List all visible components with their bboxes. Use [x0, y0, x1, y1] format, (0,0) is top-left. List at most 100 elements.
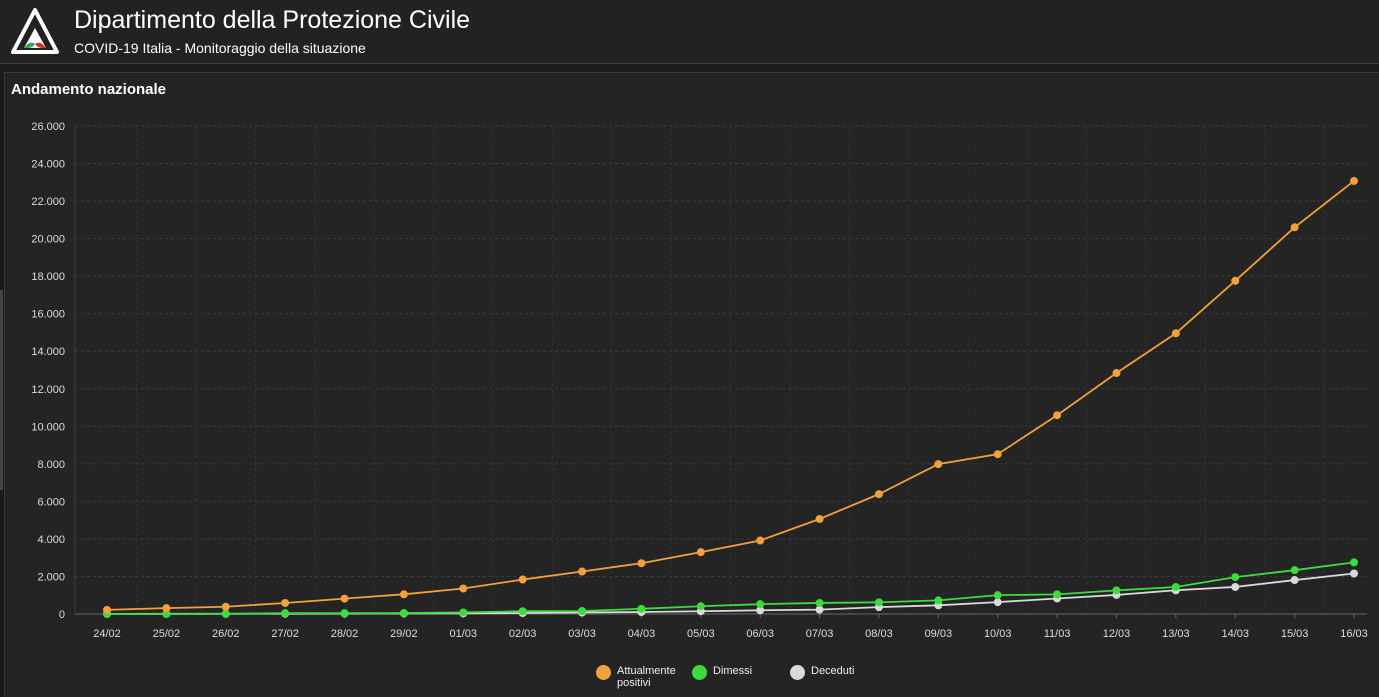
legend-item-attualmente-positivi[interactable]: Attualmente positivi — [596, 665, 683, 689]
data-point-attualmente-positivi[interactable] — [221, 602, 230, 611]
data-point-attualmente-positivi[interactable] — [340, 594, 349, 603]
data-point-attualmente-positivi[interactable] — [993, 450, 1002, 459]
legend-dot-orange — [596, 665, 611, 680]
data-point-dimessi[interactable] — [1231, 573, 1240, 582]
data-point-attualmente-positivi[interactable] — [103, 605, 111, 614]
y-tick-label: 26.000 — [31, 121, 65, 133]
data-point-dimessi[interactable] — [1171, 582, 1180, 591]
data-point-deceduti[interactable] — [993, 598, 1002, 607]
data-point-dimessi[interactable] — [518, 607, 527, 616]
legend-label: Dimessi — [713, 665, 753, 677]
data-point-dimessi[interactable] — [637, 604, 646, 613]
data-point-attualmente-positivi[interactable] — [1112, 369, 1121, 378]
data-point-dimessi[interactable] — [1053, 590, 1062, 599]
x-tick-label: 15/03 — [1281, 628, 1309, 640]
legend-label: Attualmente positivi — [617, 665, 676, 689]
y-tick-label: 8.000 — [37, 459, 65, 471]
data-point-attualmente-positivi[interactable] — [281, 598, 290, 607]
x-tick-label: 04/03 — [628, 628, 656, 640]
data-point-attualmente-positivi[interactable] — [815, 515, 824, 524]
protezione-civile-logo-icon — [11, 8, 59, 54]
x-tick-label: 25/02 — [153, 628, 181, 640]
y-tick-label: 16.000 — [31, 309, 65, 321]
data-point-attualmente-positivi[interactable] — [1350, 176, 1358, 185]
legend-dot-gray — [790, 665, 805, 680]
x-tick-label: 07/03 — [806, 628, 834, 640]
data-point-attualmente-positivi[interactable] — [696, 548, 705, 557]
data-point-deceduti[interactable] — [756, 606, 765, 615]
data-point-attualmente-positivi[interactable] — [934, 460, 943, 469]
legend-item-deceduti[interactable]: Deceduti — [790, 665, 883, 680]
y-tick-label: 18.000 — [31, 271, 65, 283]
x-tick-label: 28/02 — [331, 628, 359, 640]
data-point-attualmente-positivi[interactable] — [874, 490, 883, 499]
data-point-dimessi[interactable] — [281, 609, 290, 618]
data-point-dimessi[interactable] — [340, 609, 349, 618]
data-point-attualmente-positivi[interactable] — [459, 584, 468, 593]
x-tick-label: 24/02 — [93, 628, 121, 640]
x-tick-label: 06/03 — [746, 628, 774, 640]
app-subtitle: COVID-19 Italia - Monitoraggio della sit… — [74, 40, 366, 56]
data-point-dimessi[interactable] — [993, 591, 1002, 600]
data-point-dimessi[interactable] — [874, 598, 883, 607]
data-point-dimessi[interactable] — [1350, 558, 1358, 567]
y-tick-label: 22.000 — [31, 196, 65, 208]
data-point-dimessi[interactable] — [1112, 586, 1121, 595]
data-point-dimessi[interactable] — [756, 600, 765, 609]
data-point-dimessi[interactable] — [696, 602, 705, 611]
data-point-attualmente-positivi[interactable] — [162, 604, 171, 613]
data-point-attualmente-positivi[interactable] — [1171, 329, 1180, 338]
x-tick-label: 11/03 — [1044, 628, 1071, 640]
x-tick-label: 05/03 — [687, 628, 715, 640]
data-point-dimessi[interactable] — [221, 609, 230, 618]
data-point-dimessi[interactable] — [459, 608, 468, 617]
data-point-dimessi[interactable] — [815, 598, 824, 607]
x-tick-label: 01/03 — [450, 628, 478, 640]
y-tick-label: 6.000 — [37, 496, 65, 508]
data-point-attualmente-positivi[interactable] — [1231, 276, 1240, 285]
data-point-dimessi[interactable] — [162, 609, 171, 618]
data-point-attualmente-positivi[interactable] — [1053, 411, 1062, 420]
panel-title: Andamento nazionale — [11, 81, 167, 98]
data-point-deceduti[interactable] — [815, 605, 824, 614]
x-tick-label: 29/02 — [390, 628, 418, 640]
data-point-deceduti[interactable] — [1231, 582, 1240, 591]
data-point-deceduti[interactable] — [1350, 569, 1358, 578]
legend-item-dimessi[interactable]: Dimessi — [692, 665, 785, 680]
side-tab[interactable] — [0, 290, 3, 490]
y-tick-label: 2.000 — [37, 571, 65, 583]
y-tick-label: 12.000 — [31, 384, 65, 396]
data-point-attualmente-positivi[interactable] — [399, 590, 408, 599]
y-tick-label: 0 — [59, 609, 65, 621]
data-point-dimessi[interactable] — [399, 609, 408, 618]
y-tick-label: 4.000 — [37, 534, 65, 546]
x-tick-label: 10/03 — [984, 628, 1012, 640]
x-tick-label: 13/03 — [1162, 628, 1190, 640]
y-tick-label: 14.000 — [31, 346, 65, 358]
x-tick-label: 08/03 — [865, 628, 893, 640]
data-point-attualmente-positivi[interactable] — [518, 575, 527, 584]
x-tick-label: 27/02 — [271, 628, 299, 640]
series-line-dimessi — [107, 561, 1355, 615]
x-tick-label: 09/03 — [925, 628, 953, 640]
data-point-attualmente-positivi[interactable] — [756, 536, 765, 545]
data-point-attualmente-positivi[interactable] — [637, 559, 646, 568]
data-point-dimessi[interactable] — [578, 606, 587, 615]
x-tick-label: 12/03 — [1103, 628, 1131, 640]
data-point-deceduti[interactable] — [1290, 576, 1299, 585]
y-tick-label: 20.000 — [31, 234, 65, 246]
x-tick-label: 16/03 — [1340, 628, 1368, 640]
x-tick-label: 02/03 — [509, 628, 537, 640]
app-title: Dipartimento della Protezione Civile — [74, 6, 471, 34]
series-line-attualmente-positivi — [106, 180, 1355, 611]
y-tick-label: 10.000 — [31, 421, 65, 433]
data-point-attualmente-positivi[interactable] — [1290, 223, 1299, 232]
data-point-attualmente-positivi[interactable] — [578, 567, 587, 576]
legend-dot-green — [692, 665, 707, 680]
data-point-dimessi[interactable] — [1290, 566, 1299, 575]
data-point-dimessi[interactable] — [934, 596, 943, 605]
legend-label: Deceduti — [811, 665, 855, 677]
x-tick-label: 14/03 — [1221, 628, 1249, 640]
x-tick-label: 03/03 — [568, 628, 596, 640]
